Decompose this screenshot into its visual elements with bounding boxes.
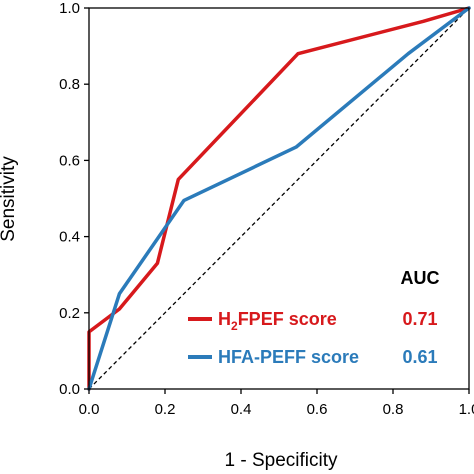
reference-line-layer bbox=[88, 7, 470, 390]
series-line-1 bbox=[87, 6, 471, 391]
auc-value-hfapeff: 0.61 bbox=[402, 347, 437, 367]
legend-label-h2fpef: H2FPEF score bbox=[218, 309, 337, 333]
x-axis-label: 1 - Specificity bbox=[225, 450, 338, 471]
x-tick-label: 0.8 bbox=[383, 401, 404, 418]
y-tick-label: 0.8 bbox=[59, 76, 80, 93]
y-tick-label: 0.6 bbox=[59, 152, 80, 169]
y-axis-label: Sensitivity bbox=[0, 156, 19, 242]
y-tick-label: 1.0 bbox=[59, 0, 80, 17]
x-tick-label: 0.2 bbox=[155, 401, 176, 418]
y-tick-label: 0.2 bbox=[59, 305, 80, 322]
x-tick-label: 0.0 bbox=[79, 401, 100, 418]
auc-value-h2fpef: 0.71 bbox=[402, 309, 437, 329]
x-tick-label: 0.6 bbox=[307, 401, 328, 418]
reference-diagonal-line bbox=[88, 7, 470, 390]
x-tick-label: 1.0 bbox=[459, 401, 474, 418]
y-tick-label: 0.4 bbox=[59, 229, 80, 246]
series-layer bbox=[87, 6, 471, 391]
y-tick-label: 0.0 bbox=[59, 381, 80, 398]
plot-frame bbox=[88, 7, 470, 390]
ticks-layer: 0.0 0.2 0.4 0.6 0.8 1.0 0.0 0.2 0.4 0.6 0.8 1.0 bbox=[59, 0, 474, 418]
x-tick-label: 0.4 bbox=[231, 401, 252, 418]
legend-label-hfapeff: HFA-PEFF score bbox=[218, 347, 359, 367]
legend: H2FPEF score 0.71 HFA-PEFF score 0.61 bbox=[188, 309, 438, 367]
auc-header: AUC bbox=[401, 268, 440, 288]
axes-layer bbox=[88, 7, 470, 390]
